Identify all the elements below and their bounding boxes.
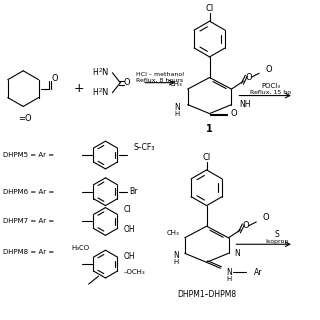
- Text: 2: 2: [99, 68, 102, 73]
- Text: HCl – methanol: HCl – methanol: [136, 72, 184, 77]
- Text: Cl: Cl: [123, 205, 131, 214]
- Text: N: N: [235, 249, 240, 258]
- Text: +: +: [73, 82, 84, 95]
- Text: POCl₃: POCl₃: [261, 83, 281, 89]
- Text: N: N: [227, 268, 232, 277]
- Text: Reflux, 8 hours: Reflux, 8 hours: [136, 78, 184, 83]
- Text: O: O: [245, 73, 252, 82]
- Text: CH₃: CH₃: [167, 230, 180, 236]
- Text: DHPM5 = Ar =: DHPM5 = Ar =: [4, 152, 54, 158]
- Text: N: N: [174, 103, 180, 112]
- Text: 1: 1: [206, 124, 213, 134]
- Text: H₃CO: H₃CO: [71, 245, 90, 251]
- Text: Cl: Cl: [203, 153, 211, 162]
- Text: N: N: [101, 88, 108, 97]
- Text: –OCH₃: –OCH₃: [123, 269, 145, 275]
- Text: O: O: [265, 65, 272, 74]
- Text: DHPM7 = Ar =: DHPM7 = Ar =: [4, 219, 55, 224]
- Text: OH: OH: [123, 225, 135, 234]
- Text: S: S: [275, 230, 279, 239]
- Text: O: O: [124, 78, 131, 87]
- Text: 2: 2: [99, 88, 102, 92]
- Text: H: H: [93, 68, 99, 77]
- Text: =O: =O: [18, 114, 32, 123]
- Text: Reflux, 15 ho: Reflux, 15 ho: [251, 90, 292, 95]
- Text: CH₃: CH₃: [170, 81, 183, 87]
- Text: H: H: [227, 276, 232, 282]
- Text: H: H: [93, 88, 99, 97]
- Text: Cl: Cl: [205, 4, 214, 13]
- Text: NH: NH: [239, 100, 251, 109]
- Text: S–CF₃: S–CF₃: [133, 143, 155, 152]
- Text: Isoprop: Isoprop: [265, 239, 289, 244]
- Text: Ar: Ar: [254, 268, 263, 277]
- Text: O: O: [242, 221, 249, 230]
- Text: DHPM8 = Ar =: DHPM8 = Ar =: [4, 249, 55, 255]
- Text: H: H: [174, 111, 180, 117]
- Text: N: N: [173, 251, 179, 260]
- Text: H: H: [173, 259, 179, 265]
- Text: DHPM6 = Ar =: DHPM6 = Ar =: [4, 189, 55, 195]
- Text: O: O: [230, 109, 237, 118]
- Text: OH: OH: [123, 252, 135, 261]
- Text: N: N: [101, 68, 108, 77]
- Text: O: O: [52, 74, 58, 83]
- Text: O: O: [262, 213, 269, 222]
- Text: Br: Br: [129, 187, 138, 196]
- Text: DHPM1–DHPM8: DHPM1–DHPM8: [177, 290, 236, 299]
